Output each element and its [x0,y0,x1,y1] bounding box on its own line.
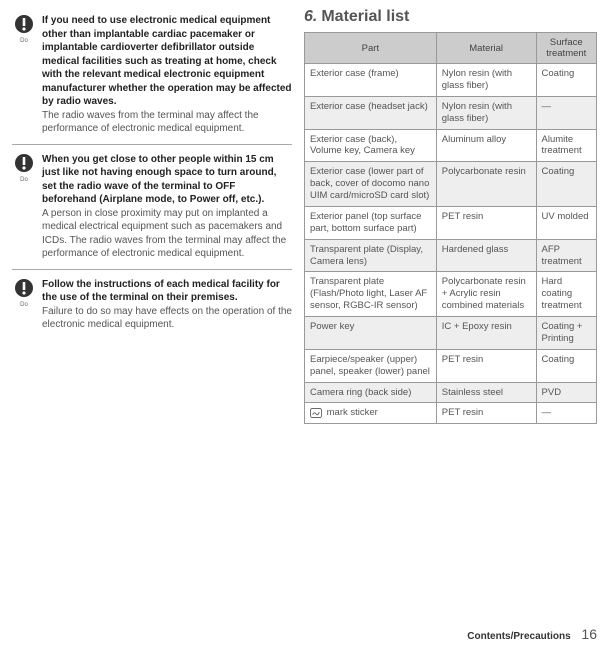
table-cell: Transparent plate (Flash/Photo light, La… [305,272,437,317]
notice-body: If you need to use electronic medical eq… [42,14,292,136]
notice-block: Do If you need to use electronic medical… [12,8,292,145]
footer-page-number: 16 [581,626,597,642]
table-row: mark stickerPET resin— [305,403,597,424]
th-surface: Surface treatment [536,33,596,64]
section-heading: 6.Material list [304,8,597,26]
table-cell: Coating [536,64,596,97]
notice-bold: Follow the instructions of each medical … [42,279,280,304]
table-cell: Exterior panel (top surface part, bottom… [305,206,437,239]
table-cell: Polycarbonate resin + Acrylic resin comb… [436,272,536,317]
th-material: Material [436,33,536,64]
table-cell: Transparent plate (Display, Camera lens) [305,239,437,272]
notice-regular: The radio waves from the terminal may af… [42,110,259,135]
footer-section-label: Contents/Precautions [467,631,570,642]
table-cell: — [536,96,596,129]
notice-block: Do When you get close to other people wi… [12,147,292,270]
table-cell: Exterior case (back), Volume key, Camera… [305,129,437,162]
table-cell: UV molded [536,206,596,239]
heading-number: 6. [304,8,317,25]
table-cell: Exterior case (frame) [305,64,437,97]
notice-body: When you get close to other people withi… [42,153,292,261]
do-icon-label: Do [12,38,36,44]
table-cell: Nylon resin (with glass fiber) [436,64,536,97]
do-icon-wrap: Do [12,14,36,136]
table-cell: PET resin [436,403,536,424]
do-icon [14,278,34,298]
do-icon [14,14,34,34]
notice-regular: A person in close proximity may put on i… [42,208,286,260]
table-row: Exterior panel (top surface part, bottom… [305,206,597,239]
do-icon-wrap: Do [12,278,36,332]
table-row: Exterior case (lower part of back, cover… [305,162,597,207]
table-cell: AFP treatment [536,239,596,272]
do-icon-label: Do [12,302,36,308]
table-cell: IC + Epoxy resin [436,317,536,350]
page-footer: Contents/Precautions 16 [467,626,597,642]
table-cell: mark sticker [305,403,437,424]
table-cell: Nylon resin (with glass fiber) [436,96,536,129]
table-cell: — [536,403,596,424]
do-icon [14,153,34,173]
table-cell: PVD [536,382,596,403]
table-cell: Earpiece/speaker (upper) panel, speaker … [305,349,437,382]
table-cell: Coating + Printing [536,317,596,350]
table-cell: PET resin [436,349,536,382]
left-column: Do If you need to use electronic medical… [12,8,292,424]
table-row: Earpiece/speaker (upper) panel, speaker … [305,349,597,382]
notice-regular: Failure to do so may have effects on the… [42,306,292,331]
table-cell: Alumite treatment [536,129,596,162]
table-cell: Camera ring (back side) [305,382,437,403]
th-part: Part [305,33,437,64]
table-row: Camera ring (back side)Stainless steelPV… [305,382,597,403]
notice-bold: When you get close to other people withi… [42,154,276,206]
table-cell: Polycarbonate resin [436,162,536,207]
table-cell: Exterior case (headset jack) [305,96,437,129]
notice-body: Follow the instructions of each medical … [42,278,292,332]
table-row: Exterior case (back), Volume key, Camera… [305,129,597,162]
table-row: Exterior case (frame)Nylon resin (with g… [305,64,597,97]
material-table: Part Material Surface treatment Exterior… [304,32,597,424]
right-column: 6.Material list Part Material Surface tr… [304,8,597,424]
table-cell: Power key [305,317,437,350]
notice-bold: If you need to use electronic medical eq… [42,15,292,107]
table-cell: Stainless steel [436,382,536,403]
notice-block: Do Follow the instructions of each medic… [12,272,292,340]
do-icon-wrap: Do [12,153,36,261]
table-cell: Exterior case (lower part of back, cover… [305,162,437,207]
table-row: Power keyIC + Epoxy resinCoating + Print… [305,317,597,350]
table-cell: Hardened glass [436,239,536,272]
table-cell: PET resin [436,206,536,239]
table-cell: Aluminum alloy [436,129,536,162]
table-cell: Coating [536,349,596,382]
table-row: Transparent plate (Display, Camera lens)… [305,239,597,272]
heading-text: Material list [321,8,409,25]
table-row: Transparent plate (Flash/Photo light, La… [305,272,597,317]
table-row: Exterior case (headset jack)Nylon resin … [305,96,597,129]
table-cell: Hard coating treatment [536,272,596,317]
do-icon-label: Do [12,177,36,183]
table-cell: Coating [536,162,596,207]
